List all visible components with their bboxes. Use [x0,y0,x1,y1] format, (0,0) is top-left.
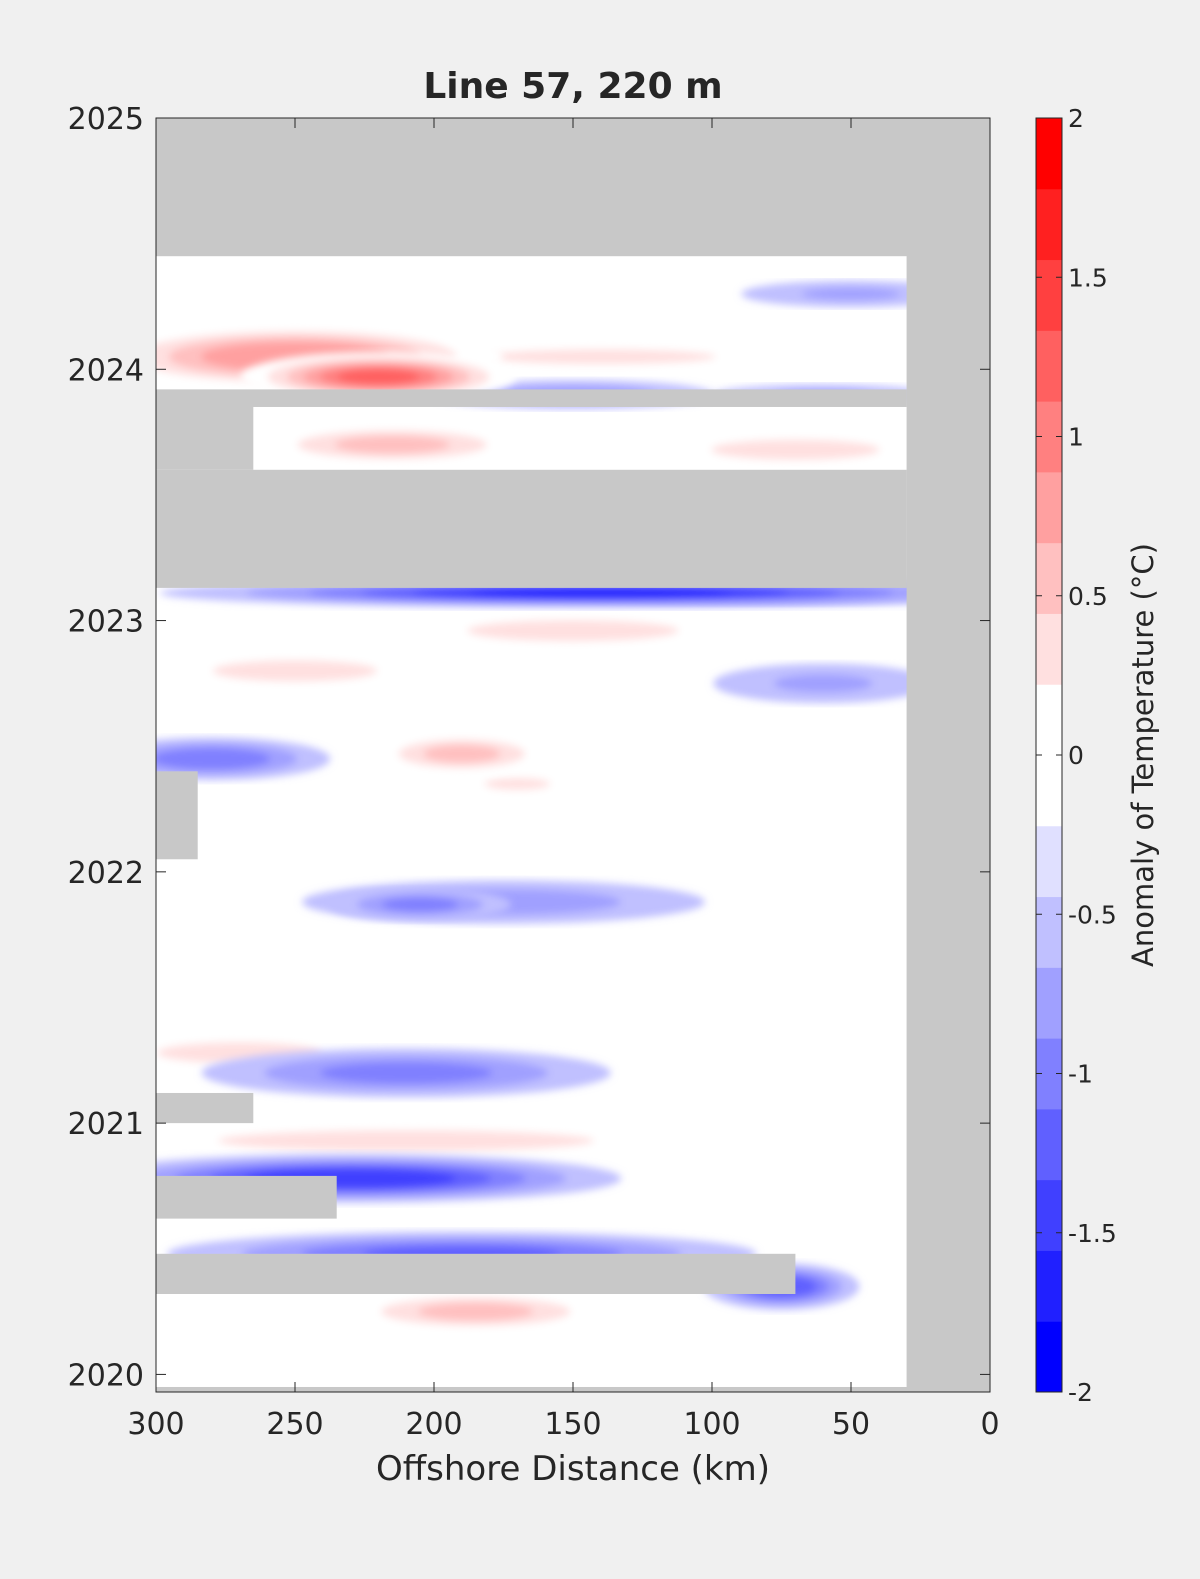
x-tick-label: 250 [266,1407,323,1442]
colorbar-tick-label: 1.5 [1068,263,1108,292]
colorbar-segment [1036,684,1062,756]
colorbar-tick-label: -2 [1068,1378,1093,1407]
x-tick-label: 300 [127,1407,184,1442]
colorbar-segment [1036,330,1062,402]
x-tick-label: 100 [683,1407,740,1442]
anomaly-feature [255,424,529,466]
anomaly-feature [156,257,335,281]
no-data-region [156,1253,796,1294]
colorbar-segment [1036,471,1062,544]
colorbar-segment [1036,188,1062,261]
colorbar-segment [1036,1250,1062,1322]
anomaly-feature [156,737,331,781]
no-data-region [906,118,990,1392]
x-tick-label: 50 [832,1407,870,1442]
y-tick-label: 2024 [68,353,144,388]
x-tick-label: 200 [405,1407,462,1442]
anomaly-feature [156,652,436,690]
no-data-region [156,469,907,588]
anomaly-feature [240,351,517,402]
colorbar-tick-label: 1 [1068,423,1084,452]
colorbar-tick-label: 2 [1068,104,1084,133]
anomaly-feature [156,1122,729,1159]
y-tick-label: 2020 [68,1358,144,1393]
anomaly-feature [329,888,512,921]
no-data-region [156,771,198,860]
colorbar-segment [1036,118,1062,190]
colorbar-tick-label: -1 [1068,1060,1093,1089]
no-data-region [156,1092,254,1124]
colorbar-segment [1036,825,1062,898]
colorbar-tick-label: 0 [1068,741,1084,770]
colorbar: 2 1.5 1 0.5 0 -0.5 -1 -1.5 -2 [1035,104,1117,1407]
no-data-region [156,389,907,407]
anomaly-feature [713,663,934,704]
y-tick-label: 2021 [68,1107,144,1142]
x-axis: 300 250 200 150 100 50 0 [127,118,1000,1442]
colorbar-segment [1036,1321,1062,1393]
y-tick-label: 2022 [68,856,144,891]
anomaly-feature [339,1291,613,1333]
no-data-region [156,406,254,470]
x-axis-label: Offshore Distance (km) [376,1449,770,1489]
anomaly-feature [391,612,755,649]
colorbar-segment [1036,613,1062,685]
y-axis: 2020 2021 2022 2023 2024 2025 [68,102,990,1393]
colorbar-tick-label: -0.5 [1068,900,1117,929]
anomaly-feature [741,280,961,308]
anomaly-feature [444,770,591,798]
colorbar-segment [1036,967,1062,1039]
y-tick-label: 2023 [68,605,144,640]
colorbar-segment [1036,896,1062,968]
anomaly-feature [370,733,553,775]
colorbar-segment [1036,259,1062,331]
x-tick-label: 150 [544,1407,601,1442]
colorbar-tick-label: 0.5 [1068,582,1108,611]
anomaly-feature [665,434,925,466]
anomaly-feature [201,1048,611,1098]
colorbar-segment [1036,1108,1062,1181]
no-data-region [156,118,990,257]
colorbar-label: Anomaly of Temperature (°C) [1126,543,1160,967]
chart-title: Line 57, 220 m [423,66,722,107]
colorbar-segment [1036,542,1062,614]
no-data-region [156,1175,337,1219]
no-data-mask [156,118,990,1392]
x-tick-label: 0 [980,1407,999,1442]
y-tick-label: 2025 [68,102,144,137]
colorbar-tick-label: -1.5 [1068,1219,1117,1248]
colorbar-segment [1036,755,1062,827]
colorbar-segment [1036,1179,1062,1251]
